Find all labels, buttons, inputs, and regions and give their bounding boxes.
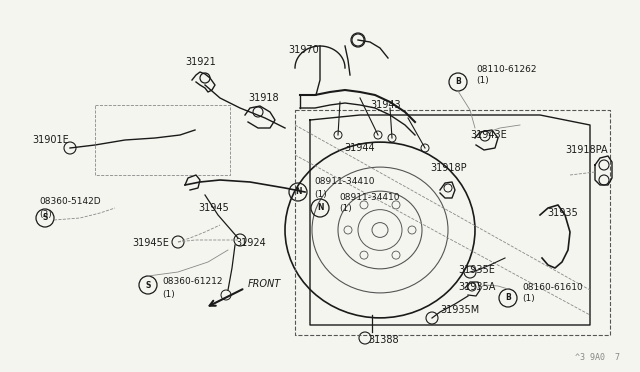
Text: 31924: 31924	[235, 238, 266, 248]
Text: B: B	[505, 294, 511, 302]
Text: 08911-34410: 08911-34410	[339, 192, 399, 202]
Text: 31935M: 31935M	[440, 305, 479, 315]
Text: 31945E: 31945E	[132, 238, 169, 248]
Text: (3): (3)	[39, 209, 52, 218]
Text: 31943E: 31943E	[470, 130, 507, 140]
Text: 08160-61610: 08160-61610	[522, 282, 583, 292]
Text: 08110-61262: 08110-61262	[476, 64, 536, 74]
Text: 08360-61212: 08360-61212	[162, 278, 223, 286]
Text: 31935A: 31935A	[458, 282, 495, 292]
Text: (1): (1)	[476, 77, 489, 86]
Text: 08360-5142D: 08360-5142D	[39, 198, 100, 206]
Text: (1): (1)	[522, 295, 535, 304]
Text: S: S	[145, 280, 150, 289]
Text: 31921: 31921	[185, 57, 216, 67]
Text: B: B	[455, 77, 461, 87]
Text: N: N	[317, 203, 323, 212]
Text: (1): (1)	[162, 289, 175, 298]
Text: 31943: 31943	[370, 100, 401, 110]
Text: 31918PA: 31918PA	[565, 145, 607, 155]
Text: 31935E: 31935E	[458, 265, 495, 275]
Text: FRONT: FRONT	[248, 279, 281, 289]
Text: 08911-34410: 08911-34410	[314, 177, 374, 186]
Text: 31918P: 31918P	[430, 163, 467, 173]
Text: (1): (1)	[339, 205, 352, 214]
Text: 31901E: 31901E	[32, 135, 68, 145]
Text: 31945: 31945	[198, 203, 228, 213]
Text: (1): (1)	[314, 189, 327, 199]
Text: 31970: 31970	[288, 45, 319, 55]
Text: 31944: 31944	[344, 143, 374, 153]
Text: 31935: 31935	[547, 208, 578, 218]
Text: ^3 9A0  7: ^3 9A0 7	[575, 353, 620, 362]
Text: S: S	[42, 214, 48, 222]
Text: 31388: 31388	[368, 335, 399, 345]
Text: N: N	[295, 187, 301, 196]
Text: 31918: 31918	[248, 93, 278, 103]
